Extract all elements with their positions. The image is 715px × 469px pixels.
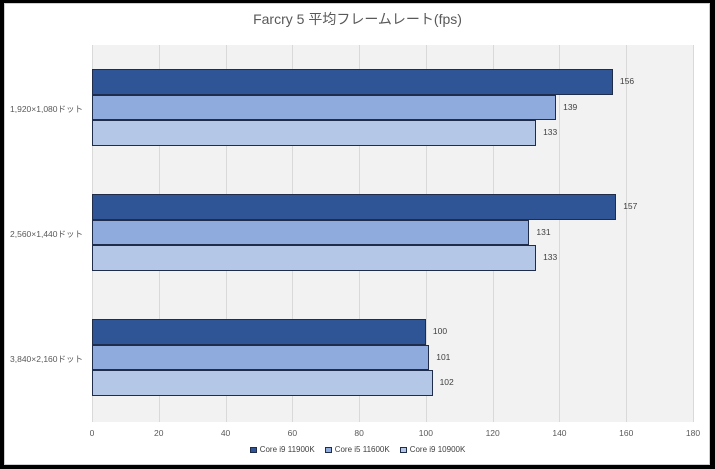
data-label: 157 (623, 200, 638, 211)
data-label: 133 (543, 252, 558, 263)
x-tick-label: 20 (154, 428, 164, 438)
data-label: 102 (439, 377, 454, 388)
legend-label: Core i5 11600K (334, 445, 390, 454)
legend-item: Core i9 11900K (249, 445, 315, 454)
bar (92, 219, 530, 246)
x-tick-label: 100 (418, 428, 433, 438)
x-tick-label: 0 (89, 428, 95, 438)
legend-label: Core i9 11900K (259, 445, 315, 454)
category-label: 2,560×1,440ドット (10, 228, 84, 239)
data-label: 100 (432, 325, 448, 336)
x-tick-label: 80 (354, 428, 364, 438)
legend-swatch-icon (324, 446, 332, 453)
x-tick-label: 180 (685, 428, 701, 438)
legend-item: Core i5 11600K (324, 445, 390, 454)
bar (92, 120, 537, 147)
data-label: 131 (536, 226, 551, 237)
legend: Core i9 11900K Core i5 11600K Core i9 1090… (0, 445, 715, 454)
x-tick-label: 140 (552, 428, 567, 438)
x-tick-label: 60 (287, 428, 298, 438)
legend-swatch-icon (399, 446, 407, 453)
bar (92, 69, 613, 95)
bar (92, 245, 537, 272)
data-label: 156 (619, 75, 635, 86)
x-tick-label: 40 (220, 428, 231, 438)
legend-item: Core i9 10900K (399, 445, 466, 454)
category-label: 3,840×2,160ドット (10, 353, 84, 364)
data-label: 139 (563, 101, 578, 112)
legend-label: Core i9 10900K (409, 445, 466, 454)
bar (92, 319, 426, 345)
bar (92, 94, 557, 121)
legend-swatch-icon (249, 446, 257, 453)
bar (92, 194, 617, 220)
x-tick-label: 160 (619, 428, 634, 438)
bar (92, 344, 430, 371)
bar (92, 370, 433, 397)
gridline (693, 45, 694, 422)
data-label: 101 (436, 351, 451, 362)
chart-title: Farcry 5 平均フレームレート(fps) (253, 11, 462, 27)
data-label: 133 (543, 127, 558, 138)
x-tick-label: 120 (485, 428, 500, 438)
category-label: 1,920×1,080ドット (10, 103, 84, 114)
gridline (626, 45, 628, 422)
gridline (559, 45, 561, 422)
